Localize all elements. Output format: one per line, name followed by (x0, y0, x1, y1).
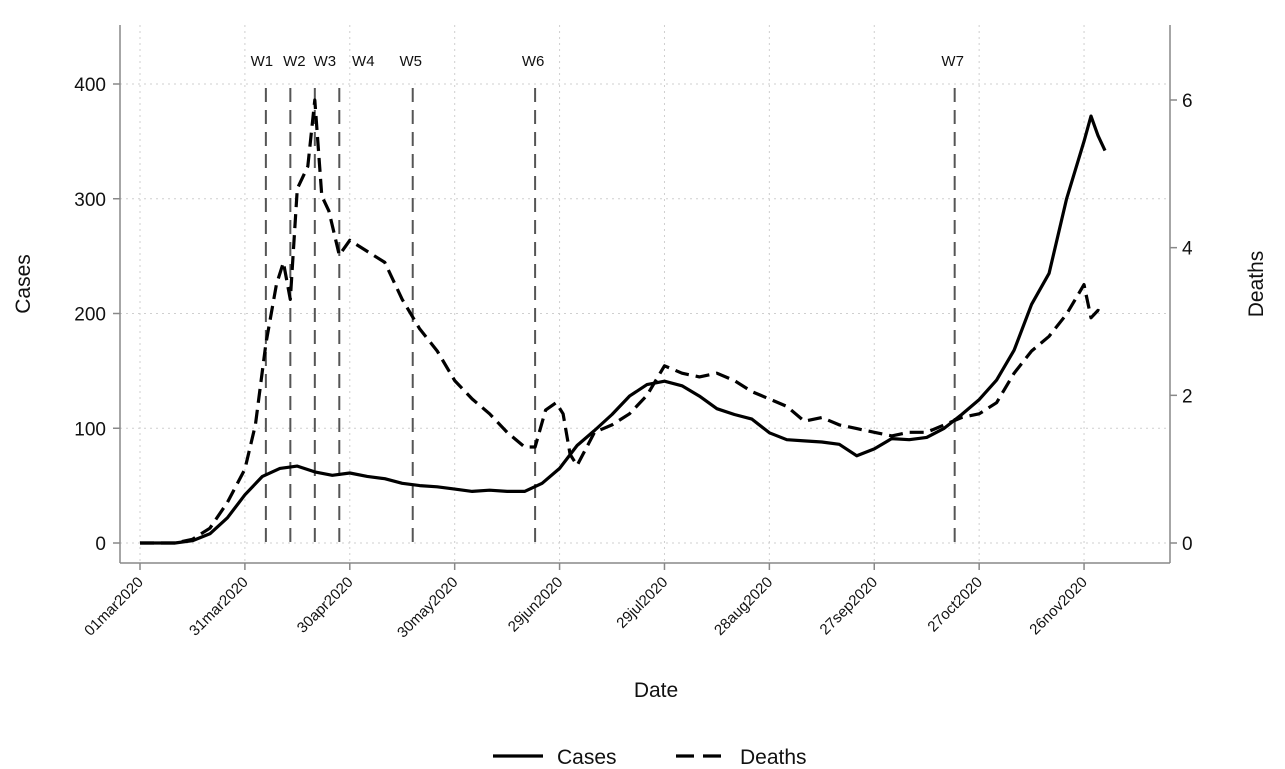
wave-marker-label: W6 (522, 53, 545, 70)
y-left-tick-label: 400 (74, 75, 106, 96)
y-right-axis-title: Deaths (1245, 251, 1268, 318)
wave-marker-label: W1 (251, 53, 274, 70)
series-lines (140, 98, 1107, 545)
y-left-tick-label: 200 (74, 305, 106, 326)
wave-markers: W1 W2 W3 W4 W5 W6 W7 (251, 53, 964, 543)
y-left-axis-title: Cases (12, 254, 35, 314)
wave-marker-label: W2 (283, 53, 306, 70)
legend-label-deaths: Deaths (740, 746, 807, 769)
x-tick-label: 30apr2020 (294, 574, 357, 637)
wave-marker-label: W4 (352, 53, 375, 70)
legend-label-cases: Cases (557, 746, 617, 769)
axes (113, 25, 1177, 570)
y-right-tick-label: 4 (1182, 239, 1193, 260)
wave-marker-label: W7 (941, 53, 964, 70)
series-line-cases (140, 114, 1107, 545)
x-tick-label: 31mar2020 (186, 574, 252, 640)
x-tick-label: 27oct2020 (924, 574, 986, 636)
x-tick-label: 30may2020 (394, 574, 461, 641)
x-tick-label: 27sep2020 (817, 574, 882, 639)
y-right-tick-label: 6 (1182, 91, 1193, 112)
y-right-tick-label: 0 (1182, 534, 1193, 555)
x-tick-label: 26nov2020 (1026, 574, 1091, 639)
series-line-deaths (140, 98, 1106, 545)
wave-marker-label: W3 (314, 53, 337, 70)
x-tick-label: 01mar2020 (81, 574, 147, 640)
wave-marker-label: W5 (399, 53, 422, 70)
x-tick-label: 29jun2020 (505, 574, 567, 636)
legend: Cases Deaths (493, 746, 807, 769)
y-right-tick-label: 2 (1182, 386, 1193, 407)
y-left-tick-label: 0 (95, 534, 106, 555)
x-axis-title: Date (634, 679, 678, 702)
x-tick-label: 28aug2020 (711, 574, 776, 639)
y-left-tick-label: 100 (74, 419, 106, 440)
x-tick-label: 29jul2020 (613, 574, 671, 632)
gridlines (120, 25, 1170, 563)
y-left-tick-label: 300 (74, 190, 106, 211)
